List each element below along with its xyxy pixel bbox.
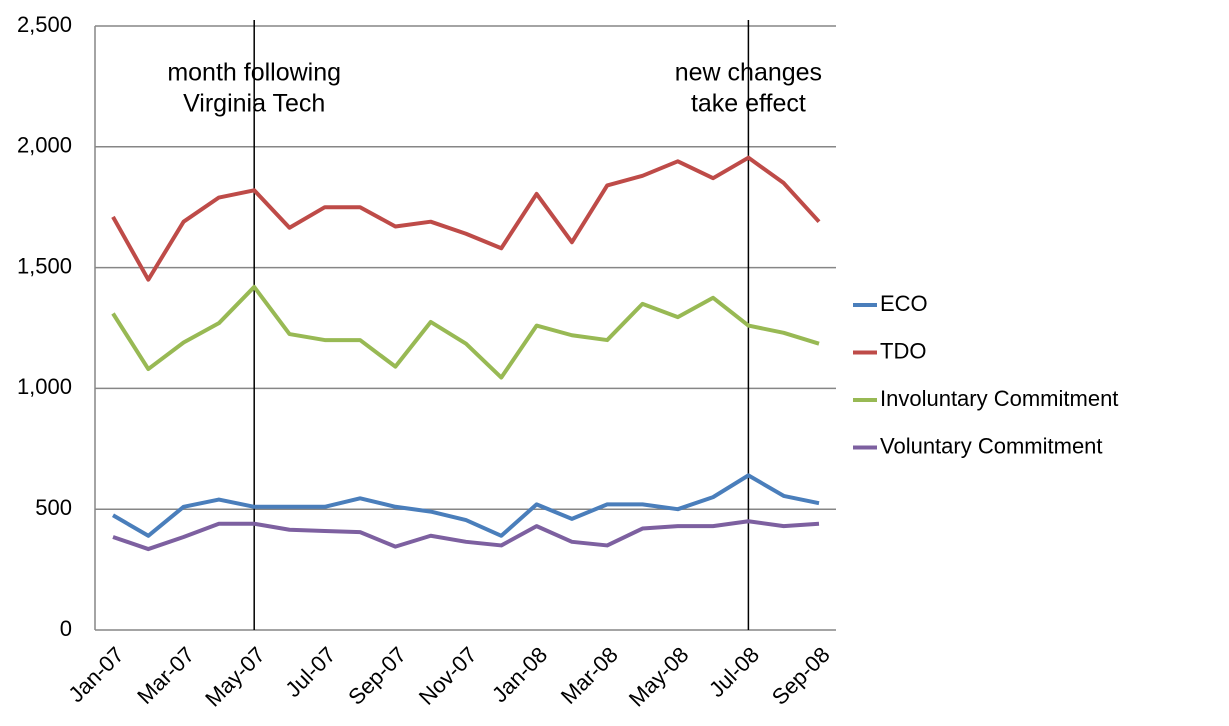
y-tick-label: 1,000: [17, 374, 72, 399]
y-tick-label: 2,000: [17, 133, 72, 158]
x-tick-label: Mar-08: [556, 642, 623, 709]
x-tick-label: Jan-07: [63, 642, 128, 707]
x-tick-label: Jul-07: [280, 642, 340, 702]
x-tick-label: Jan-08: [487, 642, 552, 707]
y-tick-label: 1,500: [17, 253, 72, 278]
x-tick-label: May-08: [624, 642, 694, 712]
x-tick-label: Sep-07: [343, 642, 411, 710]
series-line: [111, 473, 820, 538]
annotation-text: Virginia Tech: [183, 90, 325, 118]
legend-label: ECO: [880, 291, 928, 316]
series-line: [112, 519, 820, 552]
legend-label: TDO: [880, 338, 926, 363]
y-tick-label: 2,500: [17, 12, 72, 37]
annotation-text: take effect: [691, 90, 806, 118]
series-line: [111, 155, 821, 282]
annotation-text: month following: [167, 59, 341, 87]
legend-label: Voluntary Commitment: [880, 433, 1103, 458]
y-tick-label: 500: [35, 495, 72, 520]
x-tick-label: Jul-08: [704, 642, 764, 702]
y-tick-label: 0: [60, 616, 72, 641]
series-line: [111, 284, 820, 380]
x-tick-label: May-07: [200, 642, 270, 712]
legend-label: Involuntary Commitment: [880, 386, 1118, 411]
x-tick-label: Nov-07: [414, 642, 482, 710]
annotation-text: new changes: [675, 59, 822, 87]
x-tick-label: Sep-08: [767, 642, 835, 710]
x-tick-label: Mar-07: [132, 642, 199, 709]
